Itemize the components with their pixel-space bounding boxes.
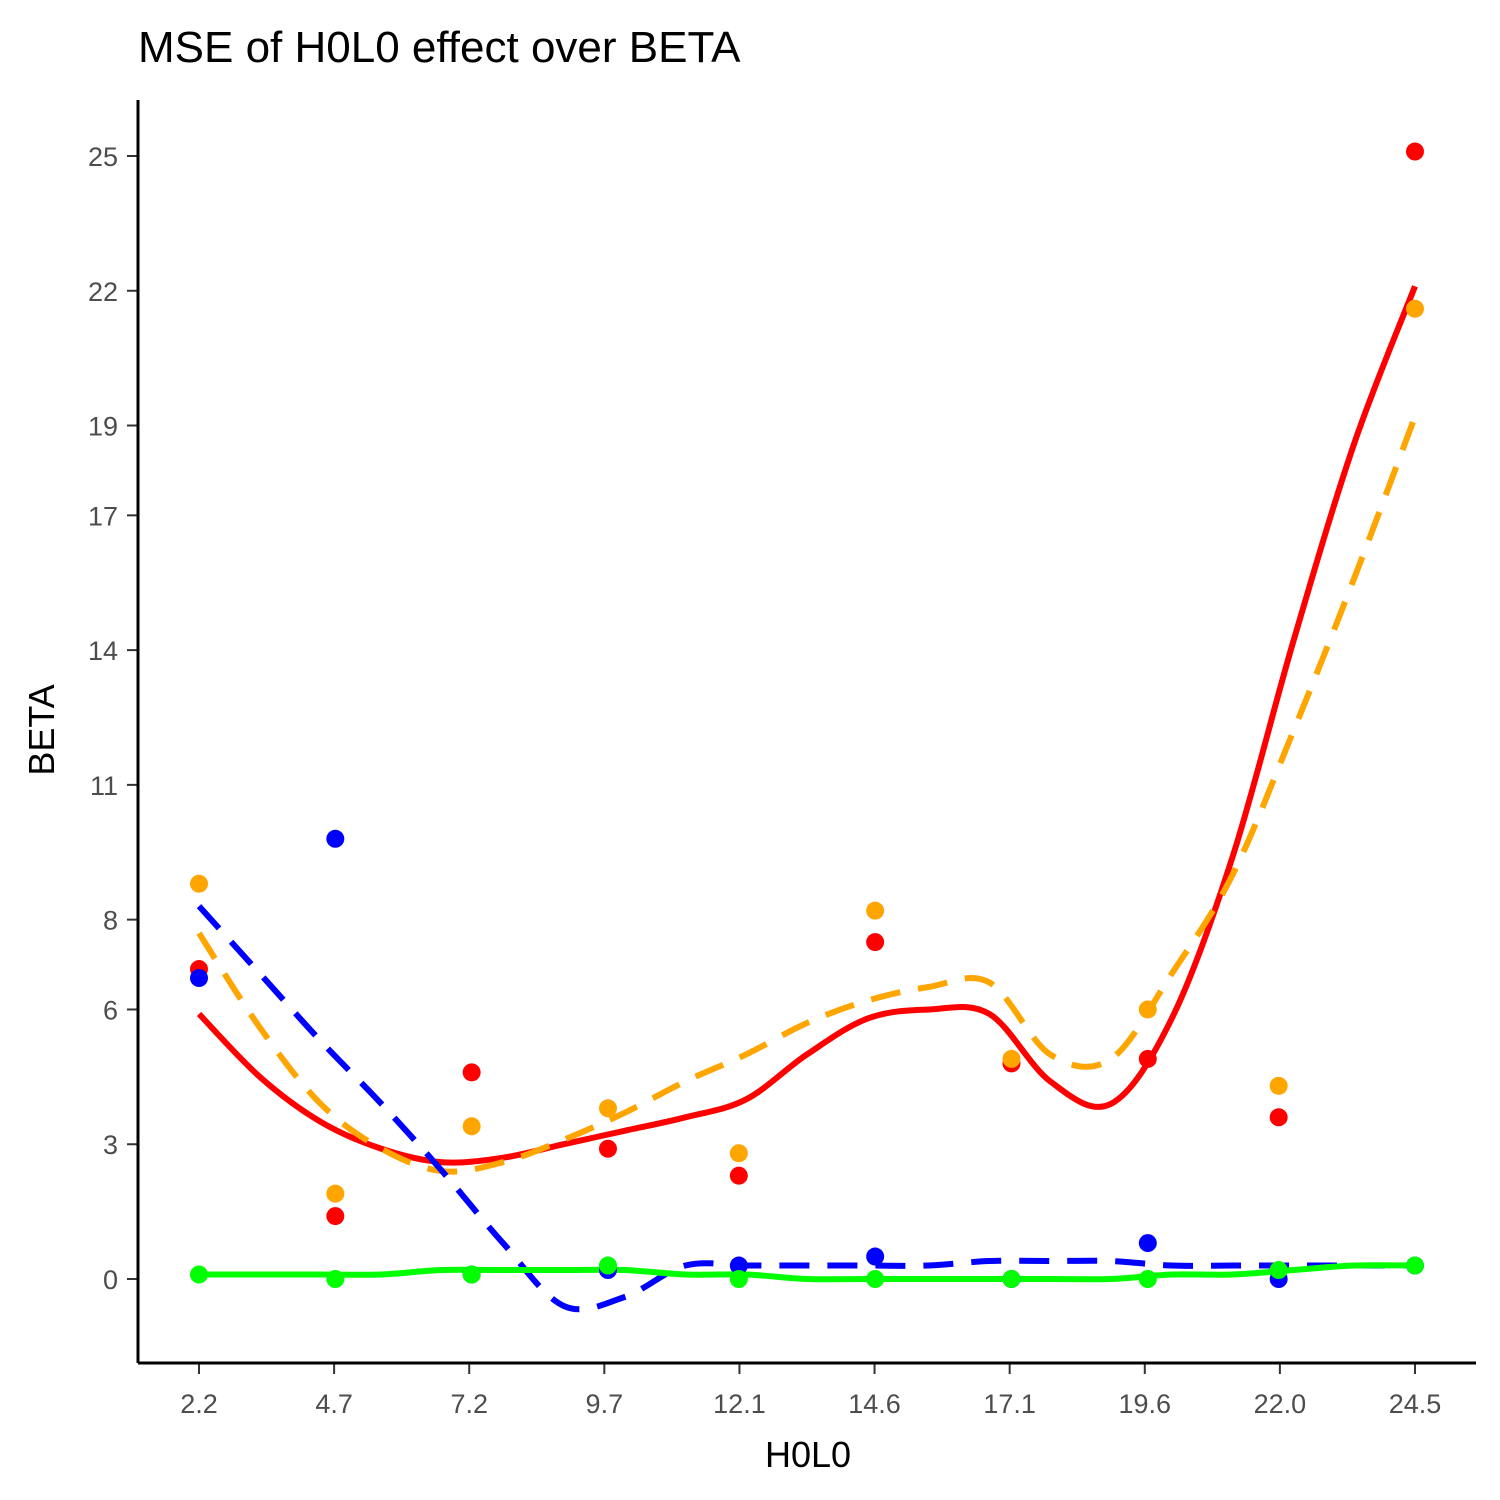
data-point-1 — [1269, 1076, 1288, 1095]
data-point-3 — [190, 1265, 208, 1284]
data-point-1 — [462, 1117, 481, 1136]
x-tick-label: 12.1 — [713, 1389, 766, 1419]
data-point-3 — [1138, 1270, 1157, 1288]
y-tick-label: 14 — [88, 636, 118, 666]
data-point-1 — [1406, 299, 1424, 318]
y-tick-label: 17 — [88, 501, 118, 531]
y-tick-label: 22 — [88, 277, 118, 307]
smooth-lines — [196, 285, 1418, 1313]
data-point-0 — [462, 1063, 481, 1082]
data-point-0 — [326, 1207, 345, 1226]
data-point-1 — [190, 874, 208, 893]
data-point-3 — [598, 1256, 617, 1275]
y-tick-label: 6 — [103, 995, 118, 1025]
x-tick-label: 7.2 — [450, 1389, 488, 1419]
data-point-2 — [326, 829, 345, 848]
smooth-line-3 — [199, 1262, 1416, 1283]
y-tick-label: 25 — [88, 142, 118, 172]
data-point-3 — [729, 1270, 748, 1288]
data-point-2 — [729, 1256, 748, 1275]
data-point-0 — [598, 1139, 617, 1158]
data-point-3 — [1269, 1261, 1288, 1280]
data-point-1 — [866, 901, 885, 920]
data-point-0 — [866, 933, 885, 952]
y-tick-label: 11 — [90, 771, 118, 801]
data-points — [190, 142, 1424, 1288]
y-tick-label: 8 — [103, 906, 118, 936]
data-point-3 — [1002, 1270, 1021, 1288]
y-tick-label: 0 — [103, 1265, 118, 1295]
smooth-line-1 — [196, 415, 1418, 1175]
x-axis: 2.2 4.7 7.2 9.7 12.1 14.6 17.1 19.6 22.0 24.5 — [180, 1363, 1441, 1419]
x-tick-label: 14.6 — [848, 1389, 901, 1419]
data-point-0 — [729, 1166, 748, 1185]
data-point-2 — [866, 1247, 885, 1266]
data-point-3 — [1406, 1256, 1424, 1275]
data-point-1 — [729, 1144, 748, 1163]
x-tick-label: 17.1 — [983, 1389, 1036, 1419]
x-tick-label: 24.5 — [1389, 1389, 1442, 1419]
y-axis: 0 3 6 8 11 14 17 19 22 25 — [88, 142, 138, 1295]
data-point-3 — [326, 1270, 345, 1288]
data-point-0 — [1269, 1108, 1288, 1127]
data-point-1 — [598, 1099, 617, 1118]
y-tick-label: 3 — [103, 1130, 118, 1160]
data-point-2 — [190, 969, 208, 988]
x-axis-title: H0L0 — [765, 1434, 851, 1475]
smooth-line-2 — [196, 904, 1415, 1313]
x-tick-label: 19.6 — [1118, 1389, 1171, 1419]
y-tick-label: 19 — [88, 412, 118, 442]
data-point-1 — [1138, 1000, 1157, 1019]
data-point-3 — [866, 1270, 885, 1288]
data-point-3 — [462, 1265, 481, 1284]
data-point-2 — [1138, 1234, 1157, 1253]
data-point-0 — [1406, 142, 1424, 161]
data-point-1 — [1002, 1049, 1021, 1068]
x-tick-label: 22.0 — [1254, 1389, 1307, 1419]
x-tick-label: 2.2 — [180, 1389, 218, 1419]
y-axis-title: BETA — [21, 684, 62, 775]
data-point-1 — [326, 1184, 345, 1203]
x-tick-label: 4.7 — [315, 1389, 353, 1419]
data-point-0 — [1138, 1049, 1157, 1068]
x-tick-label: 9.7 — [586, 1389, 624, 1419]
smooth-line-0 — [196, 285, 1418, 1166]
chart-title: MSE of H0L0 effect over BETA — [138, 23, 741, 72]
